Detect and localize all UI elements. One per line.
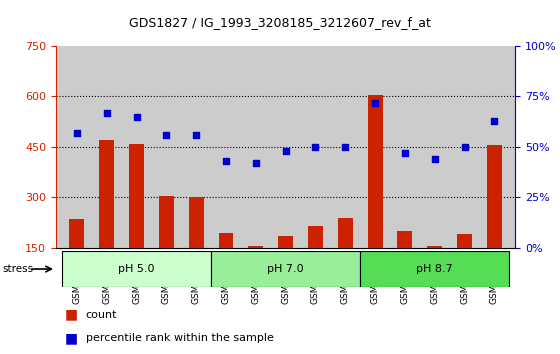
Bar — [62, 251, 211, 287]
Bar — [360, 251, 509, 287]
Bar — [457, 234, 472, 298]
Bar — [159, 196, 174, 298]
Bar — [218, 233, 234, 298]
Bar — [308, 226, 323, 298]
Text: pH 5.0: pH 5.0 — [118, 264, 155, 274]
Bar — [211, 251, 360, 287]
Bar — [367, 95, 382, 298]
Point — [102, 110, 111, 115]
Point — [132, 114, 141, 120]
Bar — [487, 145, 502, 298]
Point — [281, 148, 290, 154]
Point — [340, 144, 349, 150]
Point — [371, 100, 380, 105]
Point — [460, 144, 469, 150]
Text: pH 7.0: pH 7.0 — [267, 264, 304, 274]
Text: pH 8.7: pH 8.7 — [416, 264, 453, 274]
Bar — [398, 231, 412, 298]
Text: GDS1827 / IG_1993_3208185_3212607_rev_f_at: GDS1827 / IG_1993_3208185_3212607_rev_f_… — [129, 16, 431, 29]
Text: stress: stress — [2, 264, 34, 274]
Point — [311, 144, 320, 150]
Point — [490, 118, 499, 124]
Bar — [248, 246, 263, 298]
Bar — [189, 198, 204, 298]
Bar — [69, 219, 85, 298]
Bar — [278, 236, 293, 298]
Point — [430, 156, 439, 162]
Point — [251, 160, 260, 166]
Point — [162, 132, 171, 138]
Point — [192, 132, 200, 138]
Point — [72, 130, 81, 136]
Text: ■: ■ — [65, 331, 78, 345]
Text: count: count — [86, 310, 118, 320]
Bar — [338, 217, 353, 298]
Bar — [427, 246, 442, 298]
Point — [222, 158, 231, 164]
Text: percentile rank within the sample: percentile rank within the sample — [86, 333, 274, 343]
Point — [400, 150, 409, 156]
Bar — [99, 140, 114, 298]
Bar — [129, 143, 144, 298]
Text: ■: ■ — [65, 308, 78, 322]
